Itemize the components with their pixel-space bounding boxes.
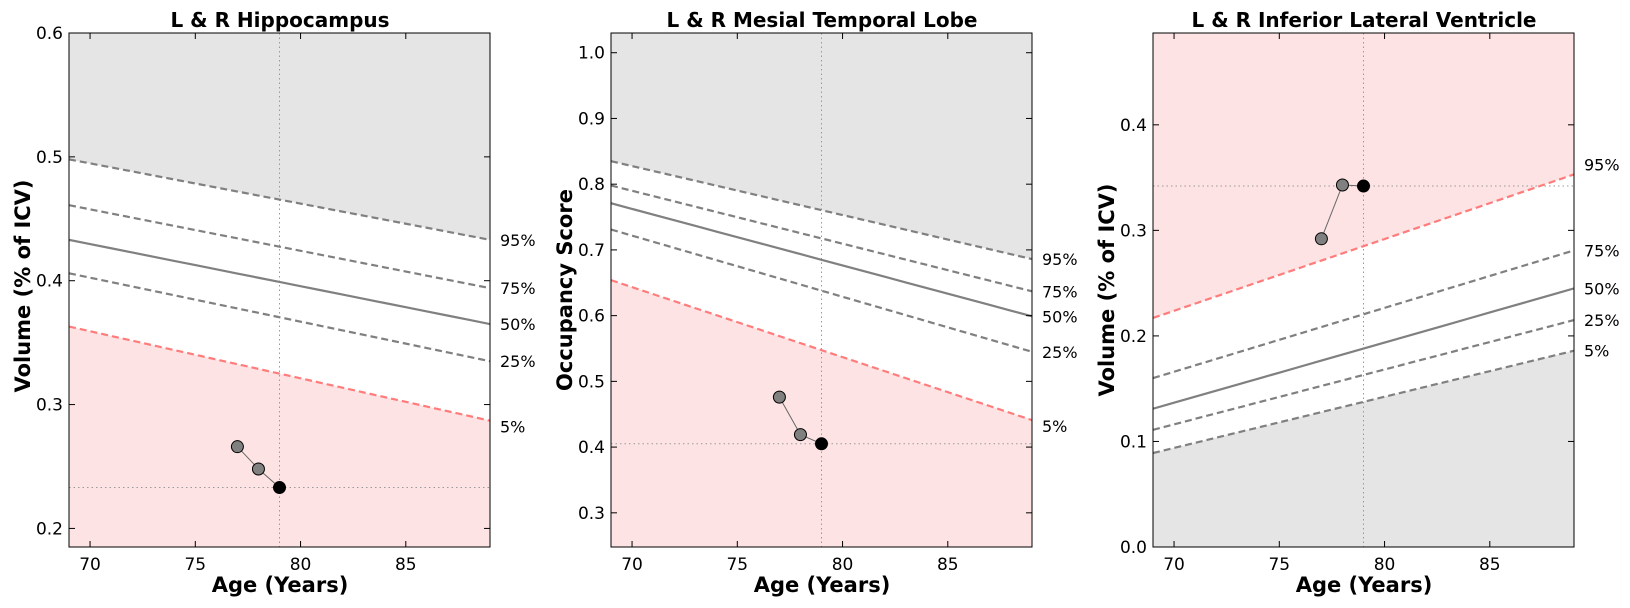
percentile-label: 95% xyxy=(1584,155,1620,174)
percentile-label: 75% xyxy=(500,279,536,298)
percentile-line-95pct xyxy=(611,160,1032,261)
y-tick-label: 0.3 xyxy=(578,504,605,524)
x-axis-label: Age (Years) xyxy=(1296,573,1433,597)
x-tick-label: 70 xyxy=(79,555,101,575)
y-tick-label: 0.2 xyxy=(1120,327,1147,347)
above-range-region xyxy=(69,33,490,240)
below-range-region xyxy=(1153,350,1574,547)
y-axis-label: Volume (% of ICV) xyxy=(1095,183,1119,396)
current-data-point xyxy=(815,437,828,451)
percentile-line-75pct xyxy=(611,184,1032,293)
percentile-label: 5% xyxy=(1584,342,1609,361)
y-axis-label: Occupancy Score xyxy=(553,189,577,391)
percentile-line-95pct xyxy=(69,158,490,241)
y-tick-label: 0.8 xyxy=(578,175,605,195)
y-tick-label: 0.4 xyxy=(36,272,63,292)
percentile-line-75pct xyxy=(1153,249,1574,380)
percentile-label: 5% xyxy=(500,418,525,437)
percentile-label: 25% xyxy=(500,352,536,371)
percentile-label: 25% xyxy=(1042,343,1078,362)
plot-area: 70 75 80 85 0.3 0.4 0.5 0.6 0.7 0.8 0.9 1.0 95% 75% 50… xyxy=(578,32,1078,575)
x-tick-label: 80 xyxy=(1374,555,1396,575)
percentile-line-95pct xyxy=(1153,173,1574,320)
current-data-point xyxy=(273,481,286,495)
previous-data-point xyxy=(230,440,244,454)
x-axis-label: Age (Years) xyxy=(754,573,891,597)
percentile-label: 50% xyxy=(1584,279,1620,298)
previous-data-point xyxy=(1314,232,1328,246)
plot-frame xyxy=(68,32,491,548)
x-tick-label: 80 xyxy=(832,555,854,575)
abnormal-region xyxy=(611,280,1032,547)
x-tick-label: 75 xyxy=(726,555,748,575)
chart-title: L & R Mesial Temporal Lobe xyxy=(666,8,977,32)
y-tick-label: 0.4 xyxy=(1120,116,1147,136)
x-tick-label: 80 xyxy=(290,555,312,575)
percentile-line-75pct xyxy=(69,204,490,290)
chart-title: L & R Inferior Lateral Ventricle xyxy=(1192,8,1537,32)
previous-data-point xyxy=(793,428,807,442)
x-tick-label: 85 xyxy=(1479,555,1501,575)
percentile-label: 5% xyxy=(1042,417,1067,436)
x-tick-label: 75 xyxy=(1268,555,1290,575)
y-tick-label: 0.1 xyxy=(1120,432,1147,452)
plot-frame xyxy=(1152,32,1575,548)
previous-data-point xyxy=(1335,178,1349,192)
percentile-label: 95% xyxy=(1042,250,1078,269)
x-tick-label: 85 xyxy=(395,555,417,575)
percentile-label: 95% xyxy=(500,231,536,250)
abnormal-region xyxy=(69,326,490,547)
y-tick-label: 0.6 xyxy=(578,307,605,327)
abnormal-region xyxy=(1153,33,1574,318)
y-tick-label: 1.0 xyxy=(578,44,605,64)
percentile-line-25pct xyxy=(69,272,490,363)
percentile-line-25pct xyxy=(1153,319,1574,431)
plot-content xyxy=(1153,33,1574,547)
x-axis-label: Age (Years) xyxy=(212,573,349,597)
percentile-label: 75% xyxy=(1042,282,1078,301)
percentile-line-5pct xyxy=(611,279,1032,422)
x-tick-label: 75 xyxy=(184,555,206,575)
x-tick-label: 70 xyxy=(621,555,643,575)
chart-title: L & R Hippocampus xyxy=(170,8,389,32)
previous-data-point xyxy=(251,462,265,476)
y-tick-label: 0.4 xyxy=(578,438,605,458)
percentile-line-25pct xyxy=(611,228,1032,353)
percentile-label: 50% xyxy=(1042,307,1078,326)
current-data-point xyxy=(1357,179,1370,193)
y-tick-label: 0.3 xyxy=(1120,221,1147,241)
x-tick-label: 85 xyxy=(937,555,959,575)
plot-frame xyxy=(610,32,1033,548)
y-tick-label: 0.2 xyxy=(36,519,63,539)
percentile-line-50pct xyxy=(1153,287,1574,410)
percentile-label: 25% xyxy=(1584,311,1620,330)
percentile-line-50pct xyxy=(611,202,1032,318)
y-tick-label: 0.7 xyxy=(578,241,605,261)
y-tick-label: 0.3 xyxy=(36,396,63,416)
plot-area: 70 75 80 85 0.2 0.3 0.4 0.5 0.6 95% 75% 50% 25% 5% xyxy=(36,24,536,575)
y-tick-label: 0.5 xyxy=(36,148,63,168)
plot-content xyxy=(611,33,1032,547)
plot-area: 70 75 80 85 0.0 0.1 0.2 0.3 0.4 95% 75% 50% 25% 5% xyxy=(1120,32,1620,575)
percentile-line-5pct xyxy=(69,325,490,422)
y-tick-label: 0.9 xyxy=(578,109,605,129)
plot-content xyxy=(69,33,490,547)
x-tick-label: 70 xyxy=(1163,555,1185,575)
previous-data-point xyxy=(772,390,786,404)
y-tick-label: 0.0 xyxy=(1120,538,1147,558)
percentile-label: 75% xyxy=(1584,241,1620,260)
y-axis-label: Volume (% of ICV) xyxy=(11,179,35,392)
y-tick-label: 0.6 xyxy=(36,24,63,44)
percentile-line-5pct xyxy=(1153,349,1574,455)
percentile-label: 50% xyxy=(500,315,536,334)
y-tick-label: 0.5 xyxy=(578,372,605,392)
percentile-line-50pct xyxy=(69,238,490,326)
